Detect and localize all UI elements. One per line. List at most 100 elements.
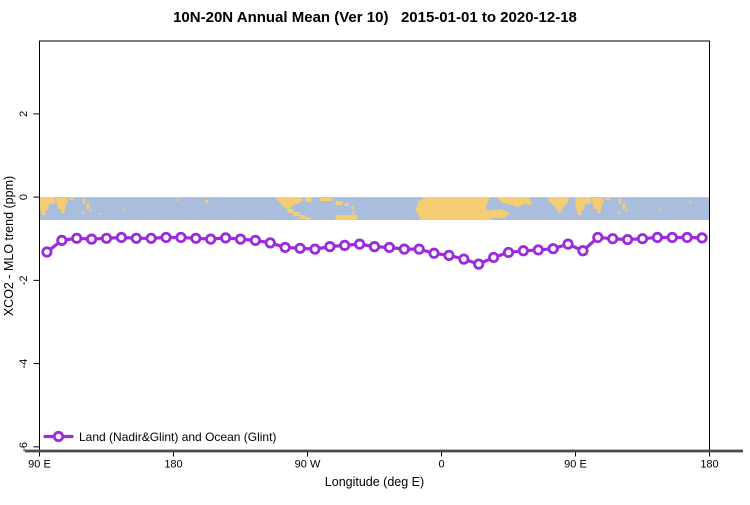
land-shape — [48, 197, 55, 205]
data-point — [220, 232, 232, 244]
ocean-band — [39, 197, 710, 220]
data-point — [100, 232, 113, 244]
land-shape — [305, 197, 312, 203]
land-shape — [584, 197, 591, 205]
land-shape — [658, 207, 661, 210]
data-point — [279, 241, 291, 254]
land-shape — [625, 209, 628, 213]
x-tick-label: 180 — [164, 459, 182, 471]
x-axis-title: Longitude (deg E) — [325, 475, 424, 489]
land-shape — [39, 197, 49, 211]
legend-label: Land (Nadir&Glint) and Ocean (Glint) — [79, 430, 276, 444]
land-shape — [335, 201, 343, 206]
data-point — [383, 241, 395, 254]
land-shape — [486, 209, 511, 218]
land-shape — [526, 201, 532, 206]
data-point — [175, 231, 187, 244]
data-point — [443, 249, 455, 261]
data-point — [205, 233, 217, 245]
land-shape — [57, 203, 66, 210]
x-tick-label: 180 — [700, 459, 718, 471]
land-shape — [41, 210, 46, 216]
data-point — [324, 241, 336, 253]
y-tick-label: 2 — [18, 111, 30, 117]
land-shape — [305, 216, 311, 220]
data-point — [502, 246, 515, 259]
data-point — [234, 233, 247, 245]
data-point — [458, 253, 470, 265]
y-tick-label: 0 — [18, 194, 30, 200]
land-shape — [591, 198, 604, 204]
land-shape — [335, 215, 358, 220]
land-shape — [55, 198, 68, 204]
data-point — [651, 231, 663, 244]
data-point — [160, 231, 172, 244]
x-tick-label: 90 E — [564, 459, 587, 471]
land-shape — [618, 199, 622, 205]
data-point — [577, 245, 589, 257]
legend-symbol-marker — [52, 430, 65, 443]
land-shape — [61, 209, 65, 214]
y-tick-label: -6 — [18, 442, 30, 452]
land-shape — [577, 210, 582, 216]
land-shape — [352, 211, 355, 216]
y-tick-label: -4 — [18, 359, 30, 369]
data-point — [517, 245, 529, 257]
land-shape — [344, 203, 349, 207]
land-shape — [496, 197, 530, 208]
data-point — [249, 234, 261, 246]
y-axis-ticks: 2 0 -2 -4 -6 — [18, 111, 40, 452]
data-point — [190, 232, 202, 244]
land-shape — [293, 212, 300, 217]
data-point — [86, 233, 98, 245]
data-point — [607, 233, 619, 245]
data-point — [354, 238, 366, 250]
land-shape — [99, 213, 102, 216]
land-shape — [82, 199, 86, 205]
land-shape — [622, 204, 626, 210]
data-point — [622, 233, 634, 246]
land-shape — [176, 199, 179, 202]
y-tick-label: -2 — [18, 275, 30, 285]
data-point — [115, 231, 127, 244]
land-shape — [82, 211, 85, 215]
data-point — [428, 247, 440, 259]
land-shape — [597, 209, 601, 214]
map-strip — [39, 197, 710, 220]
land-shape — [319, 198, 333, 202]
land-shape — [86, 204, 90, 210]
land-shapes — [39, 197, 692, 220]
land-shape — [69, 197, 74, 201]
data-point — [368, 241, 381, 253]
chart-title: 10N-20N Annual Mean (Ver 10) 2015-01-01 … — [173, 9, 577, 26]
data-point — [696, 232, 708, 244]
data-point — [145, 232, 157, 244]
land-shape — [275, 197, 303, 211]
data-point — [398, 243, 410, 255]
x-tick-label: 90 W — [295, 459, 321, 471]
data-point — [294, 242, 306, 254]
land-shape — [89, 209, 92, 213]
data-point — [532, 244, 544, 256]
x-axis-ticks: 90 E 180 90 W 0 90 E 180 — [28, 451, 719, 471]
data-point — [309, 243, 321, 255]
land-shape — [605, 197, 610, 201]
land-shape — [593, 203, 602, 210]
land-shape — [287, 209, 294, 214]
land-shape — [205, 200, 209, 204]
data-point — [264, 237, 276, 249]
land-shape — [575, 197, 585, 211]
data-point — [130, 232, 142, 244]
x-tick-label: 0 — [438, 459, 444, 471]
land-shape — [415, 197, 493, 220]
land-shape — [618, 211, 621, 215]
data-point — [413, 243, 425, 255]
y-axis-title: XCO2 - MLO trend (ppm) — [2, 176, 16, 316]
data-point — [562, 238, 574, 250]
land-shape — [299, 215, 306, 219]
data-point — [71, 232, 83, 244]
data-point — [666, 231, 678, 244]
x-tick-label: 90 E — [28, 459, 51, 471]
